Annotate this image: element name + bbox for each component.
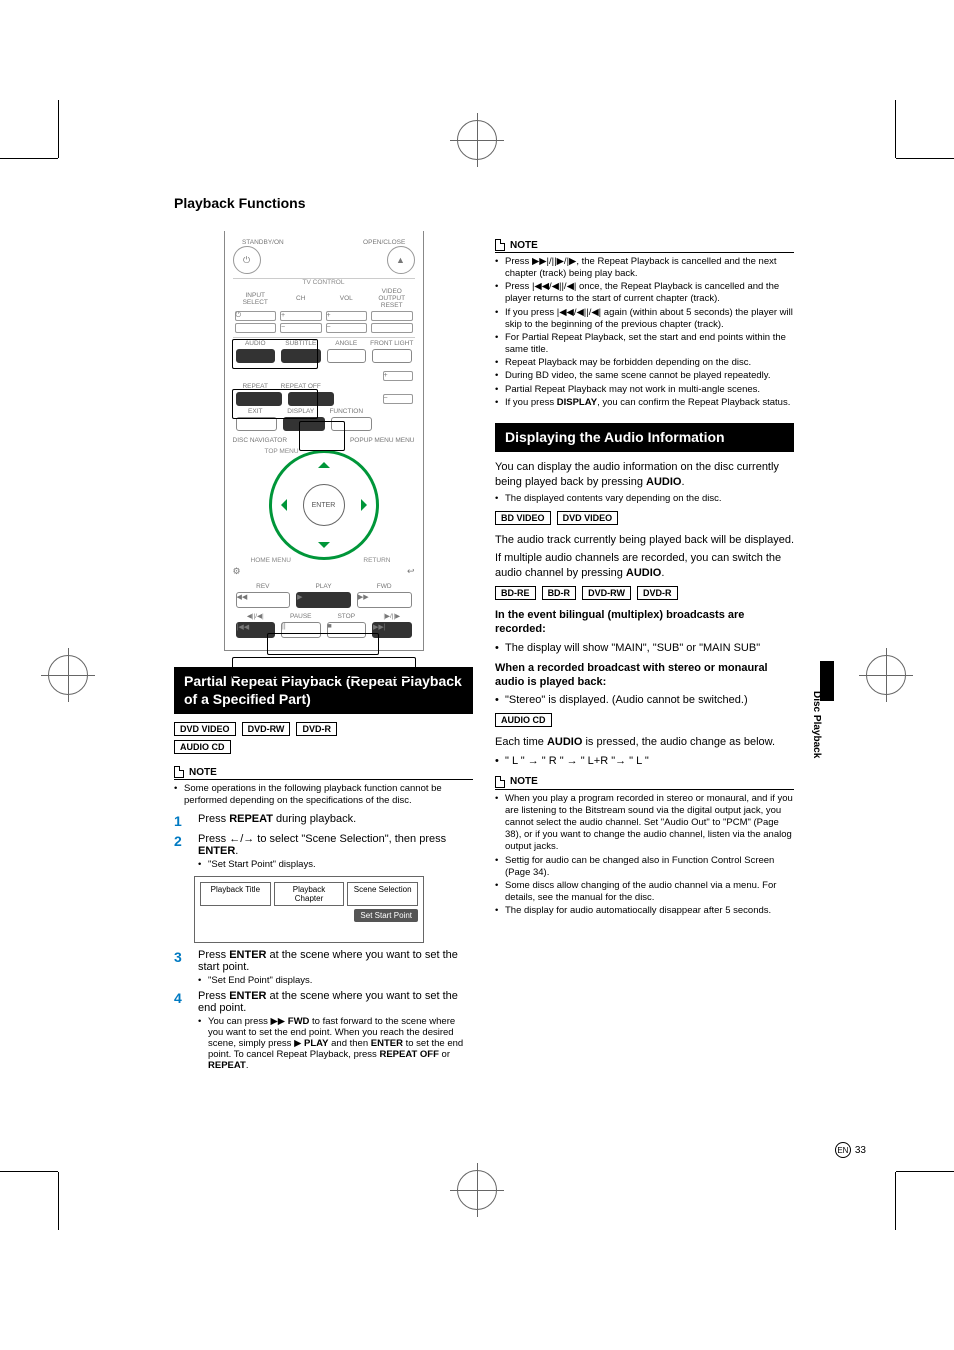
osd-action: Set Start Point (354, 909, 418, 922)
registration-mark (866, 655, 906, 695)
disc-badges: BD-RE BD-R DVD-RW DVD-R (495, 586, 794, 604)
step-sub: You can press ▶▶ FWD to fast forward to … (198, 1016, 473, 1071)
remote-diagram: STANDBY/ON⏻ OPEN/CLOSE▲ TV CONTROL INPUT… (224, 231, 424, 651)
note-item: Partial Repeat Playback may not work in … (495, 384, 794, 396)
badge: BD-R (542, 586, 577, 600)
audio-cycle: " L " → " R " → " L+R "→ " L " (495, 754, 794, 768)
badge: DVD-R (637, 586, 678, 600)
badge: DVD-RW (582, 586, 631, 600)
page-content: Playback Functions STANDBY/ON⏻ OPEN/CLOS… (174, 195, 794, 1075)
body-text: Each time AUDIO is pressed, the audio ch… (495, 735, 794, 749)
bullet: The display will show "MAIN", "SUB" or "… (495, 641, 794, 655)
note-icon (495, 239, 505, 251)
osd-tab: Scene Selection (347, 882, 418, 906)
note-heading: NOTE (495, 239, 794, 253)
step-text: Press ←/→ to select "Scene Selection", t… (198, 833, 473, 857)
step-text: Press ENTER at the scene where you want … (198, 949, 473, 973)
note-item: If you press DISPLAY, you can confirm th… (495, 397, 794, 409)
note-item: If you press |◀◀/◀||/◀| again (within ab… (495, 307, 794, 331)
disc-badges: AUDIO CD (495, 713, 794, 731)
lang-badge: EN (835, 1142, 851, 1158)
note-item: Some discs allow changing of the audio c… (495, 880, 794, 904)
note-item: When you play a program recorded in ster… (495, 793, 794, 854)
step-1: 1 Press REPEAT during playback. (174, 813, 473, 829)
step-text: Press REPEAT during playback. (198, 813, 473, 829)
badge: DVD-RW (242, 722, 291, 736)
body-text: The audio track currently being played b… (495, 533, 794, 547)
thumb-index (820, 661, 834, 701)
step-4: 4 Press ENTER at the scene where you wan… (174, 990, 473, 1071)
bullet: The displayed contents vary depending on… (495, 493, 794, 505)
left-column: STANDBY/ON⏻ OPEN/CLOSE▲ TV CONTROL INPUT… (174, 231, 473, 1075)
registration-mark (457, 120, 497, 160)
registration-mark (457, 1170, 497, 1210)
note-item: During BD video, the same scene cannot b… (495, 370, 794, 382)
disc-badges: DVD VIDEO DVD-RW DVD-R AUDIO CD (174, 722, 473, 758)
note-item: For Partial Repeat Playback, set the sta… (495, 332, 794, 356)
step-sub: "Set Start Point" displays. (198, 859, 473, 870)
body-text: If multiple audio channels are recorded,… (495, 551, 794, 580)
note-icon (495, 776, 505, 788)
bullet: "Stereo" is displayed. (Audio cannot be … (495, 693, 794, 707)
sub-heading: When a recorded broadcast with stereo or… (495, 661, 794, 690)
osd-tab: Playback Title (200, 882, 271, 906)
right-column: NOTE Press ▶▶|/||▶/|▶, the Repeat Playba… (495, 231, 794, 1075)
note-icon (174, 766, 184, 778)
badge: DVD VIDEO (174, 722, 236, 736)
note-list: Some operations in the following playbac… (174, 783, 473, 807)
badge: BD VIDEO (495, 511, 551, 525)
badge: AUDIO CD (495, 713, 552, 727)
disc-badges: BD VIDEO DVD VIDEO (495, 511, 794, 529)
note-item: The display for audio automatiocally dis… (495, 905, 794, 917)
note-item: Press ▶▶|/||▶/|▶, the Repeat Playback is… (495, 256, 794, 280)
note-heading: NOTE (495, 776, 794, 790)
badge: DVD VIDEO (557, 511, 619, 525)
section-header-audio-info: Displaying the Audio Information (495, 423, 794, 453)
step-3: 3 Press ENTER at the scene where you wan… (174, 949, 473, 986)
note-item: Press |◀◀/◀||/◀| once, the Repeat Playba… (495, 281, 794, 305)
page-number: 33 (855, 1145, 866, 1156)
note-list: When you play a program recorded in ster… (495, 793, 794, 918)
osd-screenshot: Playback Title Playback Chapter Scene Se… (194, 876, 424, 943)
badge: DVD-R (296, 722, 337, 736)
note-heading: NOTE (174, 766, 473, 780)
step-2: 2 Press ←/→ to select "Scene Selection",… (174, 833, 473, 870)
section-tab: Disc Playback (811, 691, 822, 758)
page-title: Playback Functions (174, 195, 794, 211)
badge: AUDIO CD (174, 740, 231, 754)
body-text: You can display the audio information on… (495, 460, 794, 489)
step-text: Press ENTER at the scene where you want … (198, 990, 473, 1014)
page-footer: EN 33 (835, 1142, 866, 1158)
osd-tab: Playback Chapter (274, 882, 345, 906)
note-list: Press ▶▶|/||▶/|▶, the Repeat Playback is… (495, 256, 794, 409)
step-sub: "Set End Point" displays. (198, 975, 473, 986)
note-item: Some operations in the following playbac… (174, 783, 473, 807)
sub-heading: In the event bilingual (multiplex) broad… (495, 608, 794, 637)
badge: BD-RE (495, 586, 536, 600)
note-item: Settig for audio can be changed also in … (495, 855, 794, 879)
registration-mark (48, 655, 88, 695)
note-item: Repeat Playback may be forbidden dependi… (495, 357, 794, 369)
